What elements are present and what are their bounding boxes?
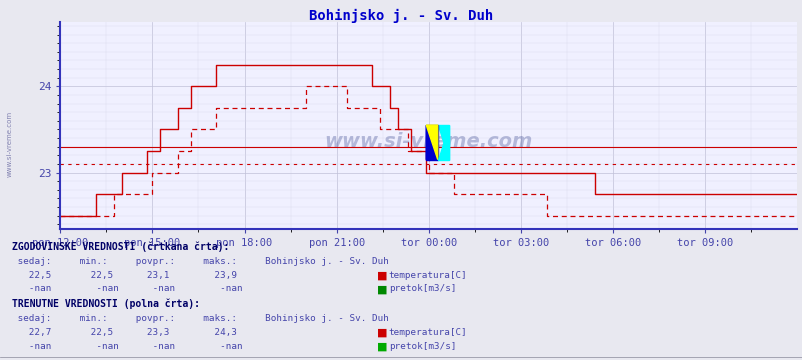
Text: ZGODOVINSKE VREDNOSTI (črtkana črta):: ZGODOVINSKE VREDNOSTI (črtkana črta): (12, 241, 229, 252)
Text: temperatura[C]: temperatura[C] (388, 271, 467, 280)
Text: -nan        -nan      -nan        -nan: -nan -nan -nan -nan (12, 342, 242, 351)
Polygon shape (426, 125, 437, 159)
Polygon shape (426, 125, 437, 159)
Text: 22,5       22,5      23,1        23,9: 22,5 22,5 23,1 23,9 (12, 271, 237, 280)
Text: ■: ■ (377, 328, 387, 338)
Polygon shape (437, 125, 448, 159)
Polygon shape (426, 125, 437, 159)
Text: sedaj:     min.:     povpr.:     maks.:     Bohinjsko j. - Sv. Duh: sedaj: min.: povpr.: maks.: Bohinjsko j.… (12, 314, 388, 323)
Text: temperatura[C]: temperatura[C] (388, 328, 467, 337)
Text: www.si-vreme.com: www.si-vreme.com (6, 111, 13, 177)
Text: TRENUTNE VREDNOSTI (polna črta):: TRENUTNE VREDNOSTI (polna črta): (12, 299, 200, 309)
Polygon shape (437, 125, 448, 159)
Text: sedaj:     min.:     povpr.:     maks.:     Bohinjsko j. - Sv. Duh: sedaj: min.: povpr.: maks.: Bohinjsko j.… (12, 257, 388, 266)
Text: 22,7       22,5      23,3        24,3: 22,7 22,5 23,3 24,3 (12, 328, 237, 337)
Text: ■: ■ (377, 342, 387, 352)
Text: ■: ■ (377, 284, 387, 294)
Text: Bohinjsko j. - Sv. Duh: Bohinjsko j. - Sv. Duh (309, 9, 493, 23)
Text: pretok[m3/s]: pretok[m3/s] (388, 342, 456, 351)
Text: www.si-vreme.com: www.si-vreme.com (324, 132, 533, 151)
Text: ■: ■ (377, 271, 387, 281)
Text: pretok[m3/s]: pretok[m3/s] (388, 284, 456, 293)
Bar (426, 125, 437, 159)
Text: -nan        -nan      -nan        -nan: -nan -nan -nan -nan (12, 284, 242, 293)
